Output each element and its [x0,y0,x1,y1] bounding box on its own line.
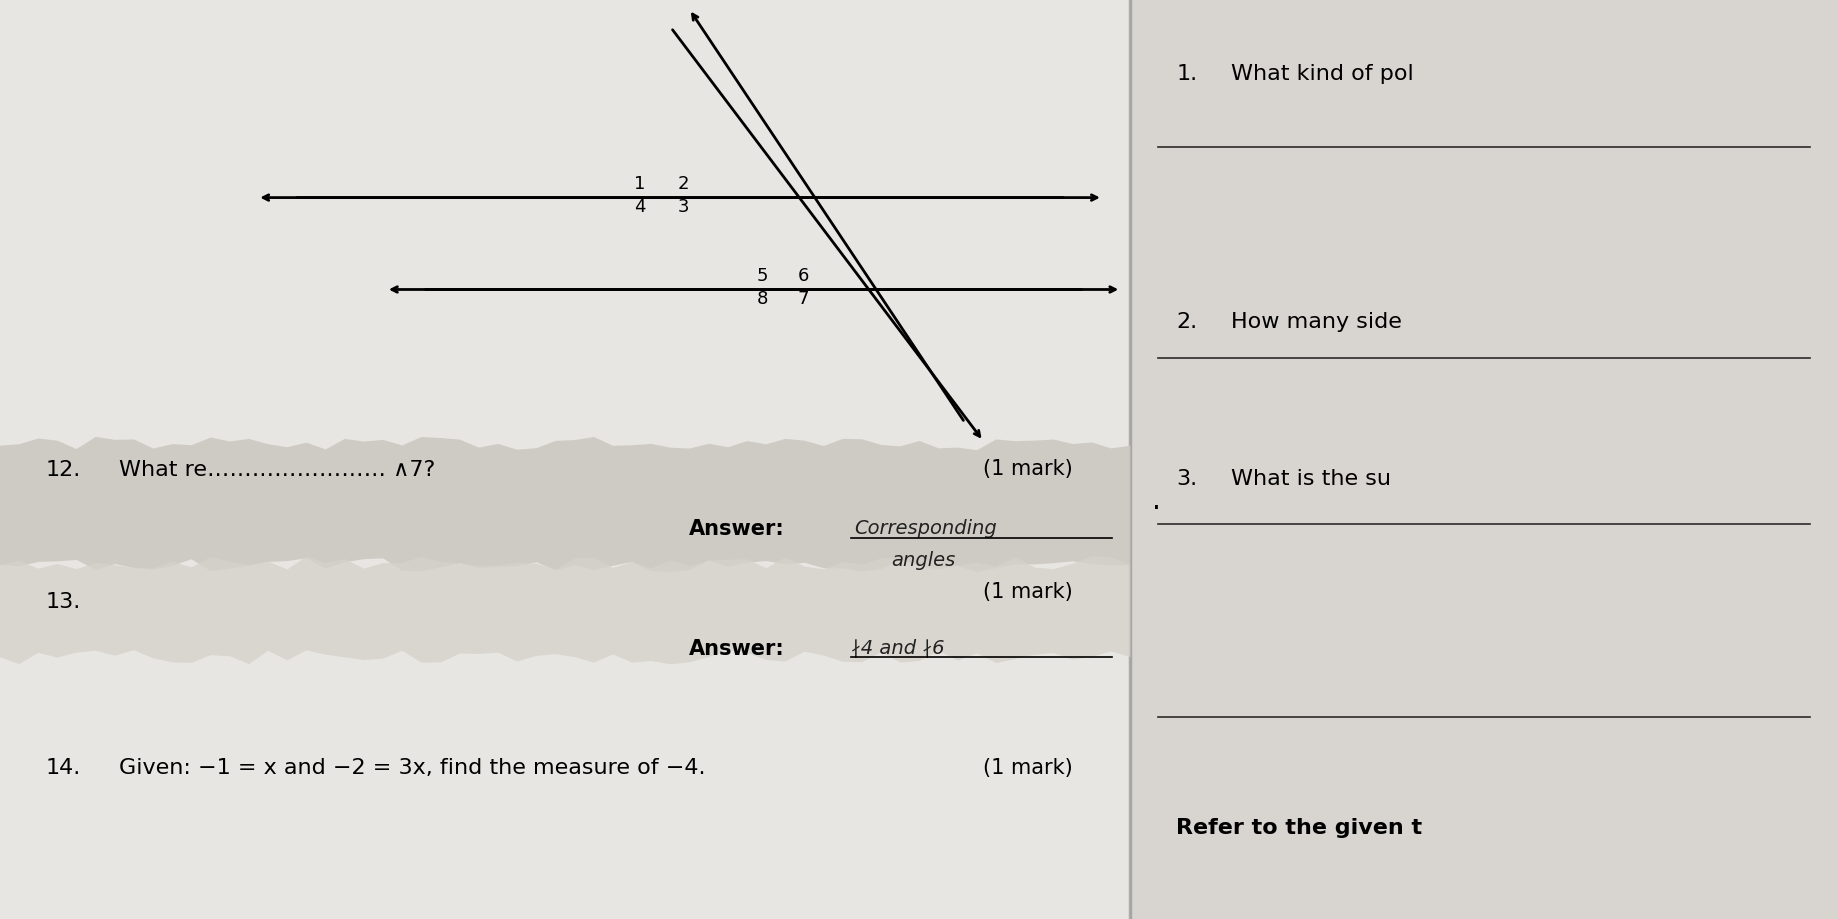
Text: 1.: 1. [1176,64,1197,85]
Text: (1 mark): (1 mark) [983,460,1073,480]
Text: 6: 6 [798,267,809,285]
Text: 14.: 14. [46,758,81,778]
Text: Given: −1 = x and −2 = 3x, find the measure of −4.: Given: −1 = x and −2 = 3x, find the meas… [119,758,706,778]
Bar [0,0,1130,919]
Text: ∤4 and ∤6: ∤4 and ∤6 [851,639,945,658]
Text: 7: 7 [798,289,809,308]
Text: 4: 4 [634,198,645,216]
Text: Corresponding: Corresponding [855,519,998,539]
Text: 12.: 12. [46,460,81,480]
Text: Answer:: Answer: [689,519,785,539]
Text: 2.: 2. [1176,312,1197,333]
Text: Answer:: Answer: [689,639,785,659]
Bar [1130,0,1838,919]
Text: 1: 1 [634,175,645,193]
Text: How many side: How many side [1231,312,1402,333]
Text: Refer to the given t: Refer to the given t [1176,818,1423,838]
Text: What re…………………… ∧7?: What re…………………… ∧7? [119,460,436,480]
Text: 13.: 13. [46,592,81,612]
Text: .: . [1152,487,1162,515]
Text: 2: 2 [678,175,689,193]
Text: 8: 8 [757,289,768,308]
Polygon shape [0,437,1130,573]
Text: 3.: 3. [1176,469,1197,489]
Text: What kind of pol: What kind of pol [1231,64,1413,85]
Polygon shape [0,556,1130,664]
Text: angles: angles [891,551,956,571]
Text: 3: 3 [678,198,689,216]
Text: 5: 5 [757,267,768,285]
Text: What is the su: What is the su [1231,469,1391,489]
Text: (1 mark): (1 mark) [983,758,1073,778]
Text: (1 mark): (1 mark) [983,582,1073,602]
